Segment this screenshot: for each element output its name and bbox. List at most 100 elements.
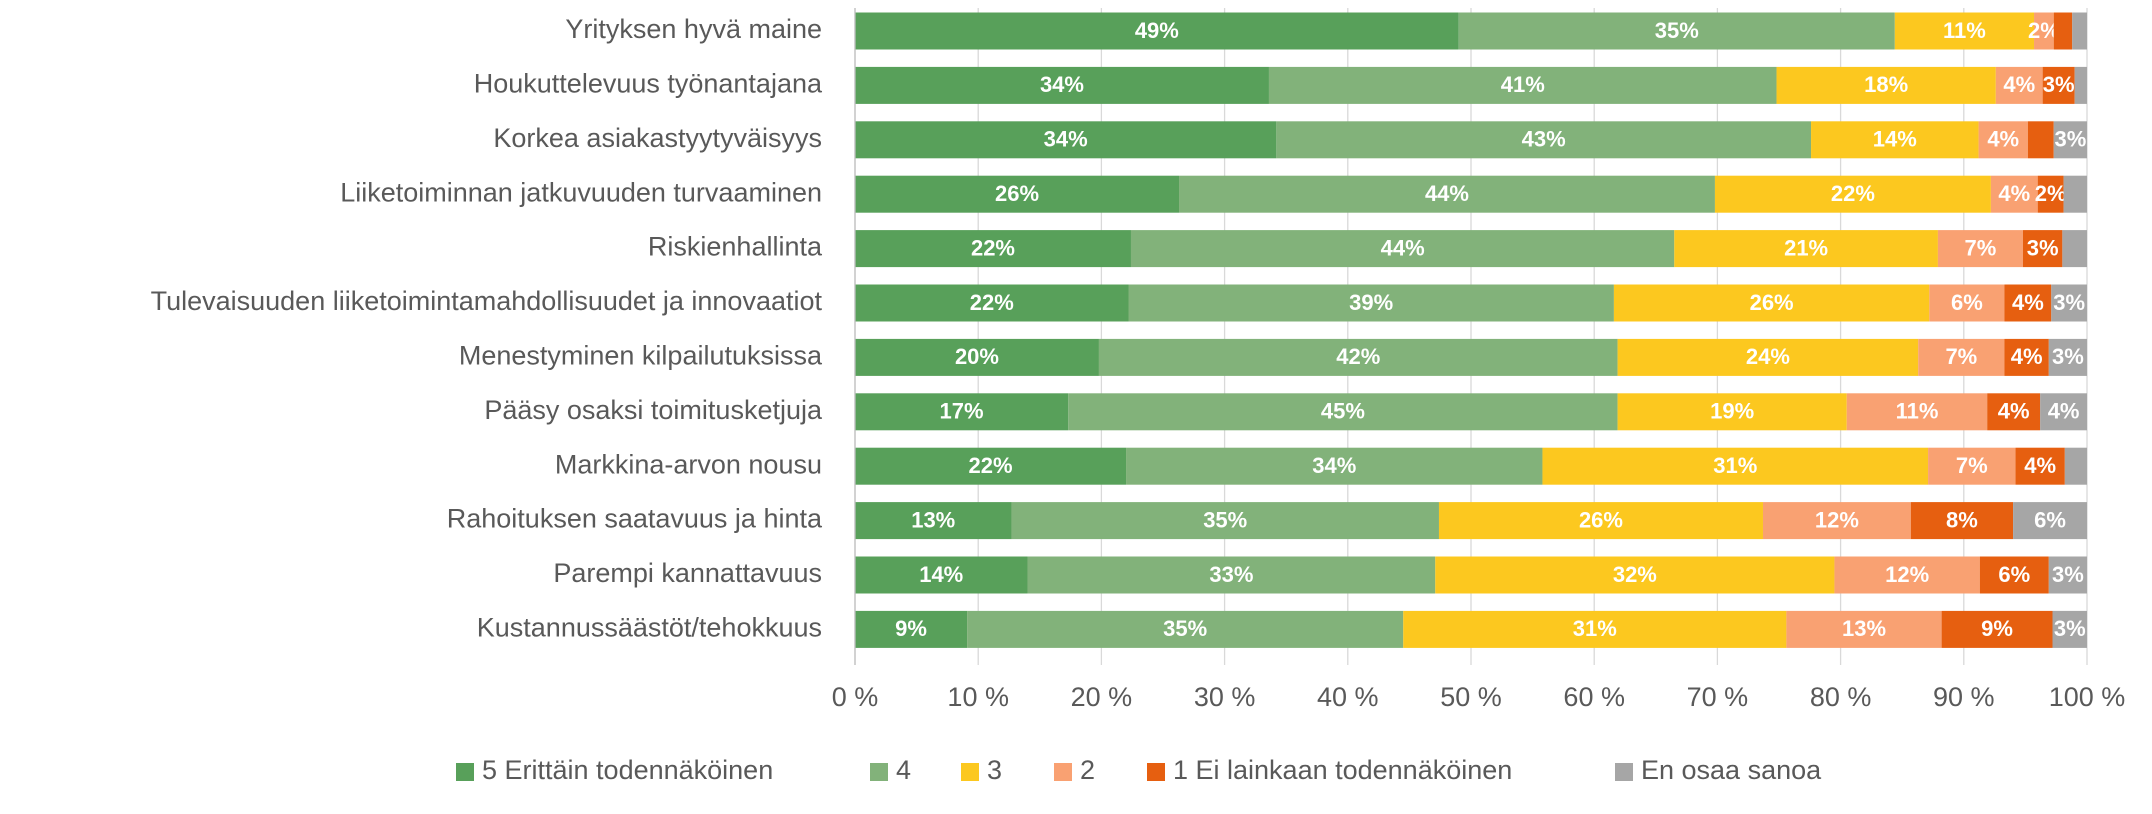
data-label: 3% xyxy=(2054,127,2086,152)
bar-segment xyxy=(2074,66,2087,104)
data-label: 11% xyxy=(1943,18,1986,43)
x-tick-label: 50 % xyxy=(1440,682,1502,712)
x-tick-label: 70 % xyxy=(1687,682,1749,712)
bar-segment xyxy=(2062,230,2087,268)
category-label: Liiketoiminnan jatkuvuuden turvaaminen xyxy=(340,177,822,207)
x-tick-label: 30 % xyxy=(1194,682,1256,712)
bar-segment xyxy=(2064,447,2087,485)
legend-label: 4 xyxy=(896,755,911,785)
category-label: Riskienhallinta xyxy=(648,232,823,262)
bar-segment xyxy=(1068,393,1618,431)
category-label: Markkina-arvon nousu xyxy=(555,449,822,479)
data-label: 9% xyxy=(1981,616,2013,641)
bar-segment xyxy=(1126,447,1543,485)
bar-segment xyxy=(1762,502,1911,540)
bar-segment xyxy=(855,393,1069,431)
bar-segment xyxy=(2004,284,2052,322)
bar-segment xyxy=(1276,121,1812,159)
data-label: 31% xyxy=(1573,616,1617,641)
category-label: Rahoituksen saatavuus ja hinta xyxy=(447,504,823,534)
data-label: 21% xyxy=(1784,235,1828,260)
bar-segment xyxy=(855,447,1127,485)
data-label: 17% xyxy=(940,399,984,424)
data-label: 4% xyxy=(2012,290,2044,315)
category-label: Parempi kannattavuus xyxy=(553,558,822,588)
bar-segment xyxy=(1987,393,2041,431)
data-label: 26% xyxy=(1750,290,1794,315)
legend-swatch xyxy=(870,763,888,781)
data-label: 6% xyxy=(1998,562,2030,587)
bar-segment xyxy=(1542,447,1929,485)
bar-segment xyxy=(2015,447,2065,485)
data-label: 44% xyxy=(1381,235,1425,260)
bar-segment xyxy=(1130,230,1675,268)
data-label: 4% xyxy=(1998,399,2030,424)
bar-segment xyxy=(1995,66,2043,104)
bar-segment xyxy=(1011,502,1439,540)
data-label: 12% xyxy=(1815,507,1859,532)
category-label: Korkea asiakastyytyväisyys xyxy=(493,123,822,153)
bar-segment xyxy=(967,610,1404,648)
category-label: Menestyminen kilpailutuksissa xyxy=(459,341,823,371)
data-label: 22% xyxy=(970,290,1014,315)
data-label: 14% xyxy=(1873,127,1917,152)
x-tick-label: 0 % xyxy=(832,682,879,712)
bar-segment xyxy=(1179,175,1715,213)
data-label: 7% xyxy=(1956,453,1988,478)
category-label: Yrityksen hyvä maine xyxy=(565,14,822,44)
data-label: 22% xyxy=(968,453,1012,478)
x-tick-label: 90 % xyxy=(1933,682,1995,712)
bar-segment xyxy=(2022,230,2063,268)
data-label: 39% xyxy=(1349,290,1393,315)
bar-segment xyxy=(1937,230,2023,268)
bar-segment xyxy=(2053,121,2087,159)
data-label: 4% xyxy=(2048,399,2080,424)
bar-segment xyxy=(1435,556,1835,594)
bar-segment xyxy=(1990,175,2038,213)
bar-segment xyxy=(1268,66,1777,104)
data-label: 7% xyxy=(1965,235,1997,260)
bar-segment xyxy=(1776,66,1996,104)
data-label: 44% xyxy=(1425,181,1469,206)
bar-segment xyxy=(1027,556,1436,594)
bar-segment xyxy=(2004,338,2049,376)
data-label: 20% xyxy=(955,344,999,369)
data-label: 35% xyxy=(1655,18,1699,43)
bar-segment xyxy=(855,121,1277,159)
x-tick-label: 20 % xyxy=(1071,682,1133,712)
data-label: 19% xyxy=(1710,399,1754,424)
bar-segment xyxy=(1128,284,1614,322)
data-label: 33% xyxy=(1209,562,1253,587)
data-label: 3% xyxy=(2027,235,2059,260)
bar-segment xyxy=(1098,338,1618,376)
data-label: 6% xyxy=(2034,507,2066,532)
data-label: 4% xyxy=(2024,453,2056,478)
x-tick-label: 10 % xyxy=(947,682,1009,712)
bar-segment xyxy=(1929,284,2005,322)
bar-segment xyxy=(855,12,1459,50)
data-label: 4% xyxy=(2011,344,2043,369)
bar-segment xyxy=(2048,338,2087,376)
bar-segment xyxy=(1617,393,1847,431)
bar-segment xyxy=(2040,393,2087,431)
bar-segment xyxy=(855,284,1129,322)
data-label: 34% xyxy=(1044,127,1088,152)
data-label: 3% xyxy=(2052,562,2084,587)
bar-segment xyxy=(855,230,1131,268)
category-label: Kustannussäästöt/tehokkuus xyxy=(477,613,822,643)
bar-segment xyxy=(2051,284,2087,322)
data-label: 12% xyxy=(1885,562,1929,587)
bar-segment xyxy=(855,610,968,648)
data-label: 3% xyxy=(2054,616,2086,641)
legend-label: 2 xyxy=(1080,755,1095,785)
data-label: 14% xyxy=(919,562,963,587)
bar-segment xyxy=(2048,556,2087,594)
bar-segment xyxy=(2052,610,2087,648)
data-label: 3% xyxy=(2052,344,2084,369)
legend-label: 1 Ei lainkaan todennäköinen xyxy=(1173,755,1512,785)
bar-segment xyxy=(2072,12,2087,50)
data-label: 34% xyxy=(1312,453,1356,478)
x-tick-label: 80 % xyxy=(1810,682,1872,712)
x-tick-label: 40 % xyxy=(1317,682,1379,712)
data-label: 41% xyxy=(1501,72,1545,97)
